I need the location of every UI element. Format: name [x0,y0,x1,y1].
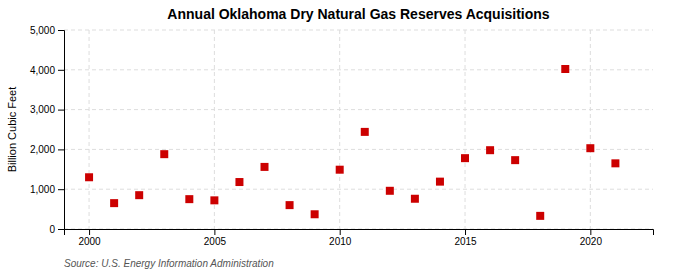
y-axis-label: Billion Cubic Feet [6,87,18,173]
point [586,144,594,152]
y-axis: 0 1,000 2,000 3,000 4,000 5,000 [30,25,65,235]
tick-label: 0 [49,224,55,235]
grid-line [590,30,591,229]
grid-line [339,30,340,229]
point [561,65,569,73]
point [160,150,168,158]
point [185,195,193,203]
tick-label: 3,000 [30,104,55,115]
point [135,191,143,199]
tick-mark [58,149,64,150]
grid-line [64,189,653,190]
tick-label: 2,000 [30,144,55,155]
tick-label: 5,000 [30,25,55,36]
grid-line [64,109,653,110]
tick: 2000 [78,229,101,247]
tick-mark [58,110,64,111]
point [336,166,344,174]
tick: 2020 [580,229,603,247]
grid-line [64,149,653,150]
tick-label: 4,000 [30,65,55,76]
point [210,196,218,204]
tick-mark [465,229,466,235]
point [386,187,394,195]
point [436,178,444,186]
point [110,199,118,207]
tick-mark [214,229,215,235]
point [461,154,469,162]
grid [64,30,653,229]
point [85,173,93,181]
point [611,159,619,167]
point [261,163,269,171]
point [411,195,419,203]
tick: 4,000 [30,65,64,76]
chart: 2000 2005 2010 2015 2020 0 1,000 2,000 3,000 4,00… [0,0,675,275]
tick-mark [590,229,591,235]
title: Annual Oklahoma Dry Natural Gas Reserves… [167,6,549,22]
tick-label: 2015 [454,236,477,247]
tick-mark [58,189,64,190]
tick-mark [58,70,64,71]
axis-line [58,31,65,230]
point [361,128,369,136]
tick: 3,000 [30,104,64,115]
point [311,210,319,218]
axis-line [65,230,654,236]
point [286,201,294,209]
point [536,212,544,220]
tick-label: 2005 [204,236,227,247]
tick: 5,000 [30,25,64,36]
tick: 2015 [454,229,477,247]
tick-label: 2010 [329,236,352,247]
tick: 2010 [329,229,352,247]
tick-label: 2000 [78,236,101,247]
tick: 2005 [204,229,227,247]
tick-mark [58,229,64,230]
point [486,146,494,154]
tick-label: 2020 [580,236,603,247]
points [85,65,619,220]
tick: 1,000 [30,184,64,195]
tick: 0 [49,224,64,235]
tick: 2,000 [30,144,64,155]
point [511,156,519,164]
grid-line [465,30,466,229]
tick-mark [58,30,64,31]
grid-line [89,30,90,229]
tick-label: 1,000 [30,184,55,195]
x-axis: 2000 2005 2010 2015 2020 [65,229,654,247]
plot: 2000 2005 2010 2015 2020 0 1,000 2,000 3,000 4,00… [30,25,654,247]
tick-mark [89,229,90,235]
tick-mark [340,229,341,235]
grid-line [64,30,653,31]
point [235,178,243,186]
source-note: Source: U.S. Energy Information Administ… [64,258,274,269]
